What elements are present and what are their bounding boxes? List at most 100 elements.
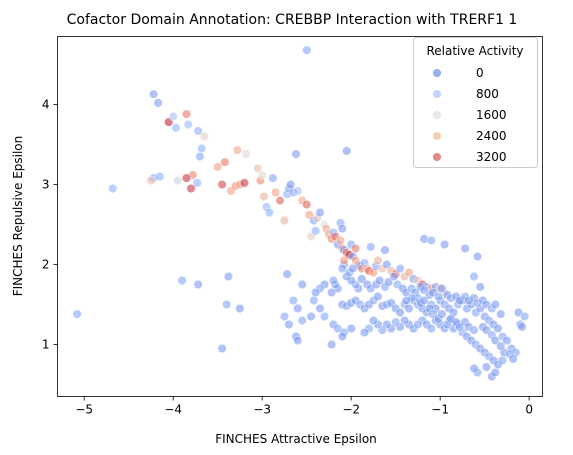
data-point xyxy=(268,173,278,183)
data-point xyxy=(400,315,410,326)
data-point xyxy=(235,303,245,314)
y-tick-label: 4 xyxy=(42,98,50,112)
data-point xyxy=(173,175,183,186)
data-point xyxy=(239,178,249,188)
data-point xyxy=(315,207,325,218)
data-point xyxy=(426,235,436,246)
data-point xyxy=(186,183,196,194)
data-point xyxy=(193,279,203,290)
data-point xyxy=(373,255,383,266)
y-axis: 1 2 3 4 xyxy=(42,98,58,352)
data-point xyxy=(279,311,289,322)
data-point xyxy=(155,171,165,182)
data-point xyxy=(146,175,156,186)
data-point xyxy=(348,263,358,274)
data-point xyxy=(404,303,414,314)
data-point xyxy=(426,323,436,334)
data-point xyxy=(293,335,303,346)
points-layer xyxy=(72,45,530,382)
data-point xyxy=(306,311,316,322)
data-point xyxy=(279,215,289,226)
data-point xyxy=(217,179,227,190)
legend-marker xyxy=(432,131,442,141)
data-point xyxy=(475,282,485,292)
data-point xyxy=(302,199,312,210)
data-point xyxy=(311,226,321,236)
data-point xyxy=(337,331,347,342)
data-point xyxy=(496,309,506,319)
legend-title: Relative Activity xyxy=(426,44,523,58)
data-point xyxy=(404,267,414,278)
data-point xyxy=(395,263,405,274)
data-point xyxy=(309,295,319,306)
data-point xyxy=(183,119,193,130)
x-tick-label: 0 xyxy=(525,403,533,417)
data-point xyxy=(335,235,346,246)
data-point xyxy=(197,143,207,154)
data-point xyxy=(293,186,303,196)
legend-label: 3200 xyxy=(476,150,507,164)
data-point xyxy=(490,367,500,378)
data-point xyxy=(502,335,512,346)
legend-marker xyxy=(432,152,442,162)
data-point xyxy=(327,287,337,298)
data-point xyxy=(293,303,303,314)
data-point xyxy=(373,291,383,302)
data-point xyxy=(382,259,392,270)
data-point xyxy=(232,145,242,155)
data-point xyxy=(481,362,491,372)
x-tick-label: −3 xyxy=(253,403,271,417)
data-point xyxy=(286,179,296,190)
data-point xyxy=(259,191,269,202)
plot-frame xyxy=(57,36,543,397)
data-point xyxy=(223,271,233,282)
data-point xyxy=(337,223,347,234)
y-tick-label: 3 xyxy=(42,178,50,192)
data-point xyxy=(490,335,500,346)
data-point xyxy=(401,295,411,306)
x-axis-label: FINCHES Attractive Epsilon xyxy=(215,432,377,446)
data-point xyxy=(469,325,479,335)
data-point xyxy=(380,245,390,255)
data-point xyxy=(302,45,312,55)
data-point xyxy=(282,269,292,279)
legend-marker xyxy=(432,68,442,78)
legend-label: 800 xyxy=(476,87,499,101)
data-point xyxy=(375,275,385,286)
legend-marker xyxy=(432,110,442,120)
data-point xyxy=(496,341,506,351)
x-tick-label: −1 xyxy=(431,403,449,417)
data-point xyxy=(168,111,178,122)
y-tick-label: 1 xyxy=(42,338,50,352)
data-point xyxy=(149,89,159,99)
data-point xyxy=(171,123,181,133)
data-point xyxy=(220,157,230,167)
data-point xyxy=(275,195,285,206)
data-point xyxy=(520,311,530,322)
data-point xyxy=(359,327,370,338)
data-point xyxy=(413,319,423,330)
data-point xyxy=(153,98,163,108)
data-point xyxy=(440,239,450,250)
data-point xyxy=(181,109,192,119)
data-point xyxy=(213,162,223,172)
data-point xyxy=(508,354,518,364)
data-point xyxy=(284,319,294,330)
data-point xyxy=(199,131,209,142)
legend-entries: 0 800 1600 2400 3200 xyxy=(432,66,507,164)
legend-label: 2400 xyxy=(476,129,507,143)
x-tick-label: −2 xyxy=(342,403,360,417)
data-point xyxy=(339,255,349,266)
data-point xyxy=(241,149,251,159)
data-point xyxy=(328,275,338,286)
data-point xyxy=(366,242,376,252)
legend-box xyxy=(413,37,538,168)
data-point xyxy=(181,173,192,183)
data-point xyxy=(469,363,479,374)
data-point xyxy=(319,311,330,322)
data-point xyxy=(389,271,399,282)
y-tick-label: 2 xyxy=(42,258,50,272)
data-point xyxy=(257,170,267,180)
data-point xyxy=(497,355,508,366)
data-point xyxy=(327,339,337,350)
